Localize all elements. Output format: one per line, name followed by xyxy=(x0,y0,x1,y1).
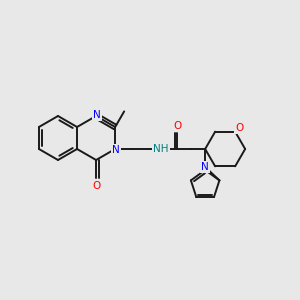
Text: O: O xyxy=(173,121,181,131)
Text: N: N xyxy=(201,162,209,172)
Text: O: O xyxy=(92,181,100,191)
Text: O: O xyxy=(235,123,243,133)
Text: NH: NH xyxy=(153,144,169,154)
Text: N: N xyxy=(112,145,120,155)
Text: N: N xyxy=(93,110,101,120)
